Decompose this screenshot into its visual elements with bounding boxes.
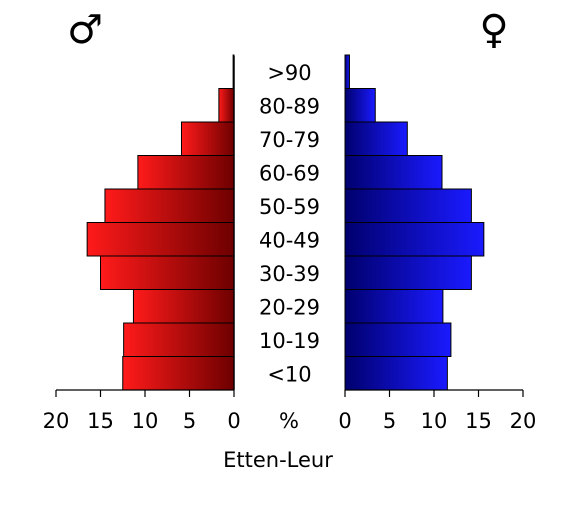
male-bar [180,121,235,156]
female-symbol-icon: ♀ [479,7,508,53]
male-bar [104,188,235,223]
age-group-label: 40-49 [259,228,320,252]
female-bar [344,88,376,123]
female-bar [344,54,350,89]
axis-ticks: 20 15 10 5 0 0 5 10 15 20 [43,390,537,433]
age-group-label: <10 [267,362,311,386]
male-bar [86,222,235,257]
age-group-label: 30-39 [259,262,320,286]
male-bar [218,88,235,123]
male-bar [100,255,235,290]
male-bar [123,322,235,357]
female-bar [344,322,452,357]
age-group-label: 50-59 [259,195,320,219]
female-bar [344,188,472,223]
male-bar [137,155,235,190]
age-group-label: >90 [267,61,311,85]
male-bars [86,54,235,391]
tick-label: 10 [421,409,448,433]
male-bar [122,356,235,391]
female-bar [344,289,444,324]
tick-label: 5 [383,409,396,433]
female-bar [344,155,443,190]
tick-label: 0 [227,409,240,433]
female-bar [344,222,485,257]
tick-label: 5 [183,409,196,433]
tick-label: 0 [338,409,351,433]
tick-label: 20 [43,409,70,433]
female-bar [344,121,408,156]
unit-label: % [279,409,299,433]
male-symbol-icon: ♂ [67,7,103,53]
female-bar [344,255,472,290]
tick-label: 15 [465,409,492,433]
age-group-labels: <10 10-19 20-29 30-39 40-49 50-59 60-69 70-79 80… [259,61,320,387]
age-group-label: 20-29 [259,295,320,319]
female-bar [344,356,448,391]
age-group-label: 70-79 [259,128,320,152]
chart-title: Etten-Leur [223,448,333,472]
female-bars [344,54,485,391]
age-group-label: 10-19 [259,329,320,353]
tick-label: 10 [132,409,159,433]
tick-label: 20 [510,409,537,433]
age-group-label: 80-89 [259,94,320,118]
age-group-label: 60-69 [259,161,320,185]
male-bar [132,289,235,324]
tick-label: 15 [87,409,114,433]
